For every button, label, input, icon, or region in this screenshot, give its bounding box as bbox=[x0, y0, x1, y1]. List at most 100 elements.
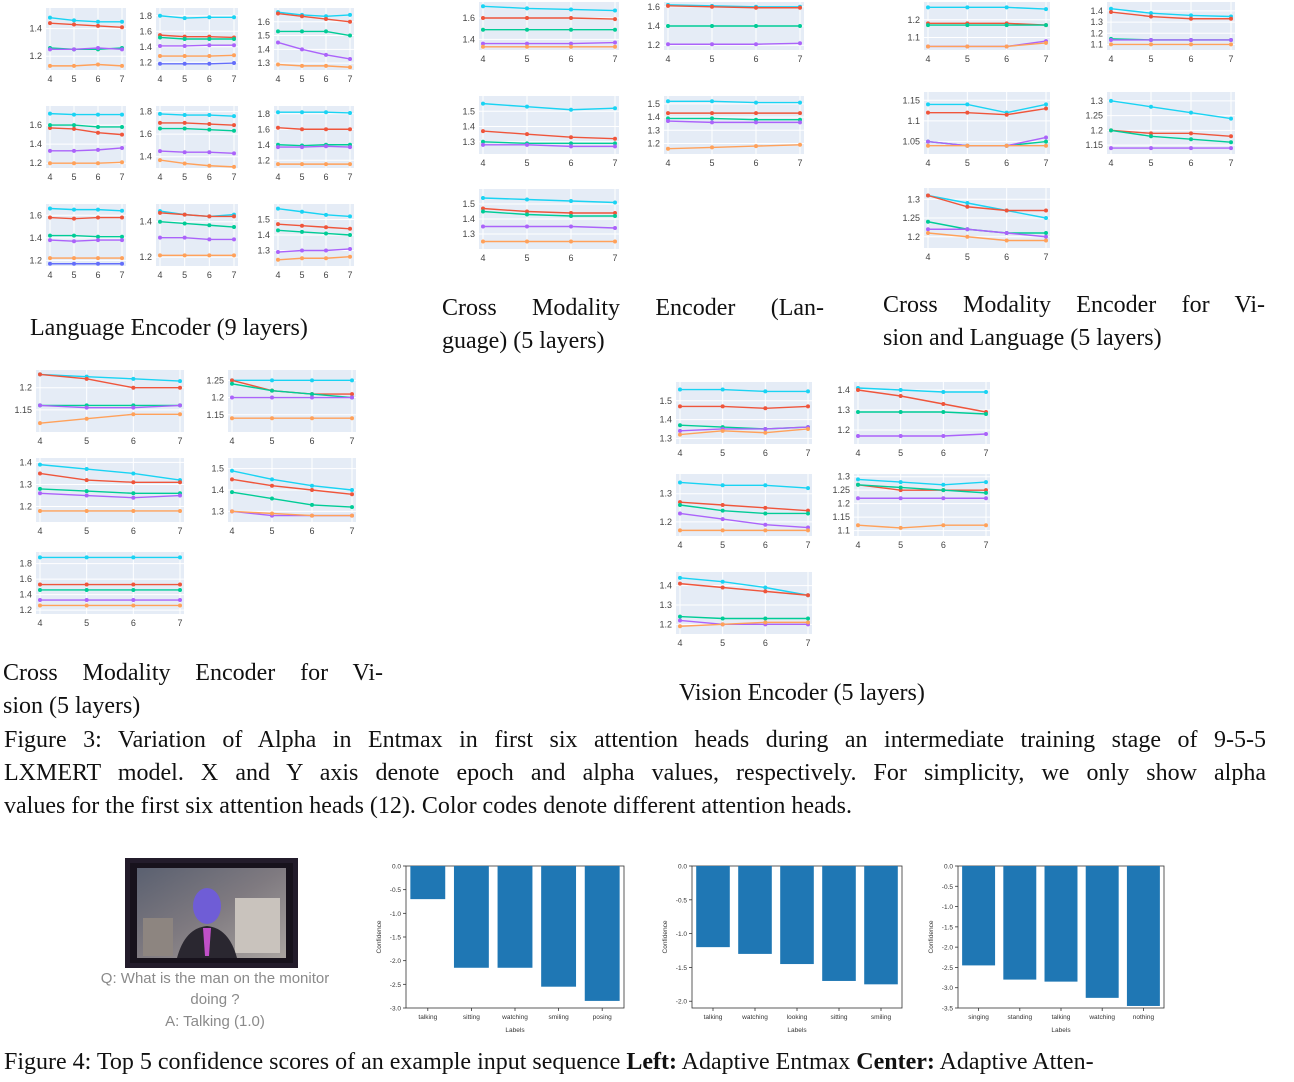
series-point bbox=[348, 65, 352, 70]
y-tick-label: 1.4 bbox=[29, 139, 42, 149]
series-point bbox=[666, 3, 670, 8]
y-tick-label: -1.0 bbox=[390, 911, 402, 918]
y-tick-label: 1.4 bbox=[139, 42, 152, 52]
series-point bbox=[158, 120, 162, 125]
series-point bbox=[158, 219, 162, 224]
y-tick-label: 1.1 bbox=[907, 33, 920, 43]
x-tick-label: 4 bbox=[37, 618, 42, 628]
x-tick-label: talking bbox=[704, 1014, 723, 1021]
series-point bbox=[120, 63, 124, 68]
x-tick-label: watching bbox=[1088, 1014, 1115, 1021]
x-tick-label: 7 bbox=[1228, 158, 1233, 168]
series-point bbox=[178, 385, 182, 390]
series-point bbox=[898, 388, 903, 392]
series-point bbox=[763, 389, 768, 394]
y-tick-label: 1.2 bbox=[907, 15, 920, 25]
series-point bbox=[120, 215, 124, 220]
series-point bbox=[666, 24, 670, 28]
y-tick-label: 1.4 bbox=[647, 112, 660, 122]
series-point bbox=[350, 378, 354, 383]
series-point bbox=[926, 102, 930, 107]
series-line bbox=[159, 150, 235, 155]
x-tick-label: 4 bbox=[157, 172, 162, 182]
series-point bbox=[763, 505, 768, 510]
y-tick-label: 1.4 bbox=[659, 581, 672, 591]
x-tick-label: 7 bbox=[347, 172, 352, 182]
series-point bbox=[182, 61, 187, 66]
series-point bbox=[182, 54, 187, 59]
confidence-bar bbox=[822, 866, 856, 981]
series-point bbox=[678, 511, 682, 516]
series-point bbox=[1149, 104, 1153, 109]
series-point bbox=[276, 29, 280, 34]
x-axis-label: Labels bbox=[1051, 1027, 1071, 1034]
x-tick-label: 6 bbox=[763, 638, 768, 648]
x-axis-label: Labels bbox=[787, 1027, 807, 1034]
y-tick-label: 1.2 bbox=[29, 255, 42, 265]
y-tick-label: 1.2 bbox=[837, 499, 850, 509]
series-point bbox=[120, 19, 124, 24]
confidence-bar bbox=[410, 866, 446, 900]
series-point bbox=[72, 18, 76, 23]
series-point bbox=[158, 158, 162, 163]
series-point bbox=[763, 406, 768, 411]
series-point bbox=[232, 114, 236, 119]
series-line bbox=[679, 577, 809, 596]
series-point bbox=[232, 253, 236, 258]
series-point bbox=[158, 54, 162, 59]
series-point bbox=[941, 390, 946, 394]
series-point bbox=[806, 593, 810, 598]
y-tick-label: 1.4 bbox=[257, 230, 270, 240]
x-tick-label: 5 bbox=[269, 436, 274, 446]
y-tick-label: 1.6 bbox=[462, 13, 475, 23]
series-line bbox=[482, 197, 616, 204]
x-tick-label: watching bbox=[741, 1014, 768, 1021]
x-tick-label: 6 bbox=[323, 172, 328, 182]
series-point bbox=[84, 555, 89, 560]
series-point bbox=[678, 581, 682, 586]
series-point bbox=[525, 209, 529, 214]
series-point bbox=[569, 44, 573, 49]
alpha-line-plot: 1.15 1.2 1.25 4 5 6 7 bbox=[206, 370, 356, 446]
series-point bbox=[348, 56, 352, 61]
series-point bbox=[324, 212, 328, 217]
alpha-line-plot: 1.11.21.31.4 4 5 6 7 bbox=[1090, 2, 1235, 64]
series-line bbox=[928, 22, 1047, 26]
series-line bbox=[50, 47, 123, 51]
series-point bbox=[798, 100, 802, 105]
series-point bbox=[763, 522, 768, 527]
series-point bbox=[1004, 112, 1009, 117]
series-line bbox=[858, 433, 987, 437]
series-line bbox=[39, 373, 181, 382]
y-tick-label: 1.2 bbox=[837, 425, 850, 435]
series-point bbox=[481, 224, 485, 229]
alpha-line-plot: 1.4 1.6 4 5 6 7 bbox=[462, 2, 619, 64]
series-point bbox=[300, 110, 304, 115]
series-point bbox=[324, 127, 328, 132]
series-point bbox=[720, 503, 725, 507]
series-point bbox=[207, 237, 212, 242]
series-point bbox=[613, 106, 617, 111]
y-tick-label: 1.2 bbox=[19, 502, 32, 512]
series-point bbox=[38, 582, 42, 587]
series-point bbox=[569, 144, 573, 149]
series-point bbox=[96, 62, 100, 67]
y-tick-label: 0.0 bbox=[944, 864, 953, 871]
series-point bbox=[926, 231, 930, 235]
series-point bbox=[525, 197, 529, 202]
series-point bbox=[1109, 42, 1113, 47]
series-point bbox=[763, 585, 768, 590]
series-point bbox=[1189, 37, 1193, 42]
series-line bbox=[49, 239, 122, 242]
y-tick-label: 1.4 bbox=[462, 122, 475, 132]
alpha-line-plot: 1.05 1.1 1.15 4 5 6 7 bbox=[902, 92, 1050, 168]
series-point bbox=[158, 126, 162, 131]
series-point bbox=[232, 43, 236, 48]
series-line bbox=[39, 488, 180, 495]
series-point bbox=[207, 43, 212, 48]
y-tick-label: 1.15 bbox=[832, 512, 850, 522]
x-tick-label: 6 bbox=[941, 448, 946, 458]
series-point bbox=[207, 253, 212, 258]
series-point bbox=[131, 405, 136, 410]
y-tick-label: 1.3 bbox=[907, 194, 920, 204]
